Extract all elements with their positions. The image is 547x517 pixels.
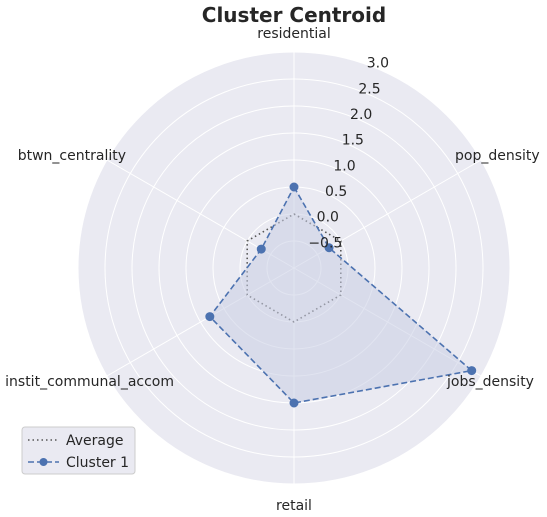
series-point-cluster-1-5 [256, 244, 266, 254]
r-tick-label-3: 1.0 [333, 158, 355, 174]
series-point-cluster-1-4 [205, 312, 215, 322]
legend-label-cluster-1: Cluster 1 [66, 455, 129, 471]
series-point-cluster-1-2 [467, 366, 477, 376]
chart-title: Cluster Centroid [202, 3, 386, 27]
r-tick-label-4: 1.5 [342, 133, 364, 149]
r-tick-label-6: 2.5 [358, 81, 380, 97]
r-tick-label-2: 0.5 [325, 184, 347, 200]
r-tick-label-7: 3.0 [367, 56, 389, 72]
axis-label-residential: residential [257, 26, 330, 42]
r-tick-label-0: −0.5 [308, 235, 342, 251]
radial-tick-labels: −0.5 0.0 0.5 1.0 1.5 2.0 2.5 3.0 [308, 56, 389, 252]
axis-label-retail: retail [276, 498, 312, 514]
series-point-cluster-1-0 [289, 182, 299, 192]
series-layer [205, 182, 477, 408]
r-tick-label-5: 2.0 [350, 107, 372, 123]
series-point-cluster-1-1 [324, 243, 334, 253]
r-tick-label-1: 0.0 [317, 210, 339, 226]
axis-label-instit-communal-accom: instit_communal_accom [5, 374, 174, 390]
category-labels: residential pop_density jobs_densityretail… [5, 26, 540, 514]
axis-label-jobs-density: jobs_density [446, 374, 534, 390]
series-point-cluster-1-3 [289, 398, 299, 408]
series-fill-cluster-1 [209, 187, 472, 403]
legend-marker-cluster-1 [39, 458, 48, 466]
axis-label-btwn-centrality: btwn_centrality [18, 148, 126, 164]
legend-label-average: Average [66, 433, 124, 449]
axis-label-pop-density: pop_density [455, 148, 540, 164]
legend: Average Cluster 1 [21, 426, 136, 475]
